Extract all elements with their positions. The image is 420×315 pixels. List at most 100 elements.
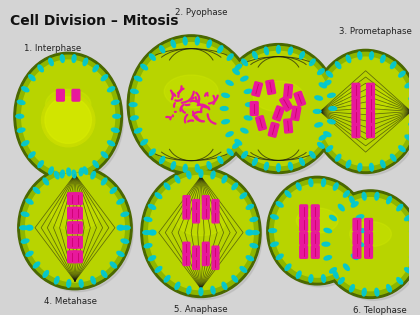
Ellipse shape	[349, 221, 391, 247]
Ellipse shape	[270, 179, 365, 282]
FancyBboxPatch shape	[365, 219, 373, 231]
FancyBboxPatch shape	[352, 83, 360, 97]
FancyBboxPatch shape	[266, 80, 276, 94]
Ellipse shape	[351, 254, 358, 260]
Ellipse shape	[270, 242, 278, 246]
FancyBboxPatch shape	[193, 246, 199, 258]
FancyBboxPatch shape	[212, 246, 219, 258]
Ellipse shape	[405, 135, 412, 140]
Ellipse shape	[409, 96, 417, 100]
FancyBboxPatch shape	[353, 232, 361, 245]
Ellipse shape	[148, 204, 156, 209]
Ellipse shape	[310, 152, 315, 158]
Ellipse shape	[328, 198, 413, 291]
FancyBboxPatch shape	[365, 232, 373, 245]
Ellipse shape	[235, 64, 242, 70]
FancyBboxPatch shape	[367, 124, 374, 138]
FancyBboxPatch shape	[68, 222, 76, 233]
FancyBboxPatch shape	[352, 124, 360, 138]
Ellipse shape	[183, 37, 187, 45]
FancyBboxPatch shape	[252, 82, 262, 96]
FancyBboxPatch shape	[311, 232, 319, 245]
Ellipse shape	[330, 268, 336, 273]
FancyBboxPatch shape	[367, 111, 374, 124]
Ellipse shape	[330, 215, 336, 220]
Ellipse shape	[130, 38, 252, 171]
Ellipse shape	[127, 35, 255, 175]
Ellipse shape	[333, 183, 338, 190]
Ellipse shape	[218, 46, 223, 53]
Ellipse shape	[17, 100, 25, 105]
Ellipse shape	[16, 114, 24, 118]
Text: 6. Telophase: 6. Telophase	[353, 306, 407, 315]
Ellipse shape	[195, 164, 200, 172]
Ellipse shape	[26, 251, 33, 256]
FancyBboxPatch shape	[183, 207, 190, 219]
FancyBboxPatch shape	[183, 254, 190, 266]
FancyBboxPatch shape	[193, 258, 199, 269]
Ellipse shape	[322, 242, 330, 246]
Ellipse shape	[49, 58, 53, 66]
Ellipse shape	[328, 120, 335, 124]
Ellipse shape	[175, 282, 180, 289]
Ellipse shape	[149, 230, 156, 235]
Ellipse shape	[220, 106, 228, 111]
Ellipse shape	[233, 142, 239, 148]
FancyBboxPatch shape	[74, 193, 82, 204]
Ellipse shape	[328, 93, 335, 97]
Ellipse shape	[269, 229, 276, 232]
FancyBboxPatch shape	[68, 251, 76, 263]
Ellipse shape	[222, 176, 227, 183]
Ellipse shape	[22, 87, 29, 92]
Ellipse shape	[233, 69, 239, 75]
Ellipse shape	[101, 75, 108, 81]
Ellipse shape	[313, 110, 321, 113]
FancyBboxPatch shape	[284, 119, 292, 133]
Ellipse shape	[397, 278, 403, 284]
Ellipse shape	[319, 83, 326, 88]
Ellipse shape	[227, 54, 233, 60]
Ellipse shape	[299, 52, 304, 59]
Ellipse shape	[22, 141, 29, 146]
Ellipse shape	[410, 228, 417, 233]
Ellipse shape	[316, 55, 420, 175]
Ellipse shape	[242, 152, 247, 158]
Ellipse shape	[38, 65, 43, 72]
Ellipse shape	[155, 193, 162, 198]
Ellipse shape	[351, 202, 358, 207]
Ellipse shape	[160, 46, 165, 53]
FancyBboxPatch shape	[311, 246, 319, 258]
Ellipse shape	[121, 212, 129, 216]
Ellipse shape	[171, 162, 176, 169]
Ellipse shape	[240, 266, 247, 272]
Ellipse shape	[18, 166, 132, 290]
Ellipse shape	[356, 242, 364, 246]
Ellipse shape	[14, 52, 123, 180]
Ellipse shape	[160, 157, 165, 163]
Ellipse shape	[131, 116, 138, 120]
Ellipse shape	[362, 192, 366, 200]
Ellipse shape	[405, 83, 412, 88]
Ellipse shape	[336, 62, 341, 69]
Ellipse shape	[250, 243, 257, 248]
Ellipse shape	[45, 89, 91, 119]
Ellipse shape	[250, 217, 257, 221]
FancyBboxPatch shape	[250, 102, 258, 115]
Ellipse shape	[375, 288, 379, 296]
Ellipse shape	[132, 41, 256, 176]
Ellipse shape	[43, 271, 49, 277]
Ellipse shape	[240, 193, 247, 198]
Ellipse shape	[375, 192, 379, 200]
FancyBboxPatch shape	[367, 97, 374, 111]
Ellipse shape	[344, 264, 349, 270]
Ellipse shape	[83, 167, 88, 174]
Ellipse shape	[246, 230, 253, 235]
Ellipse shape	[232, 276, 238, 282]
Ellipse shape	[272, 182, 369, 287]
Ellipse shape	[45, 97, 92, 143]
Ellipse shape	[391, 154, 396, 161]
Ellipse shape	[358, 163, 362, 171]
Ellipse shape	[101, 178, 107, 185]
FancyBboxPatch shape	[202, 242, 209, 254]
Ellipse shape	[297, 271, 301, 278]
